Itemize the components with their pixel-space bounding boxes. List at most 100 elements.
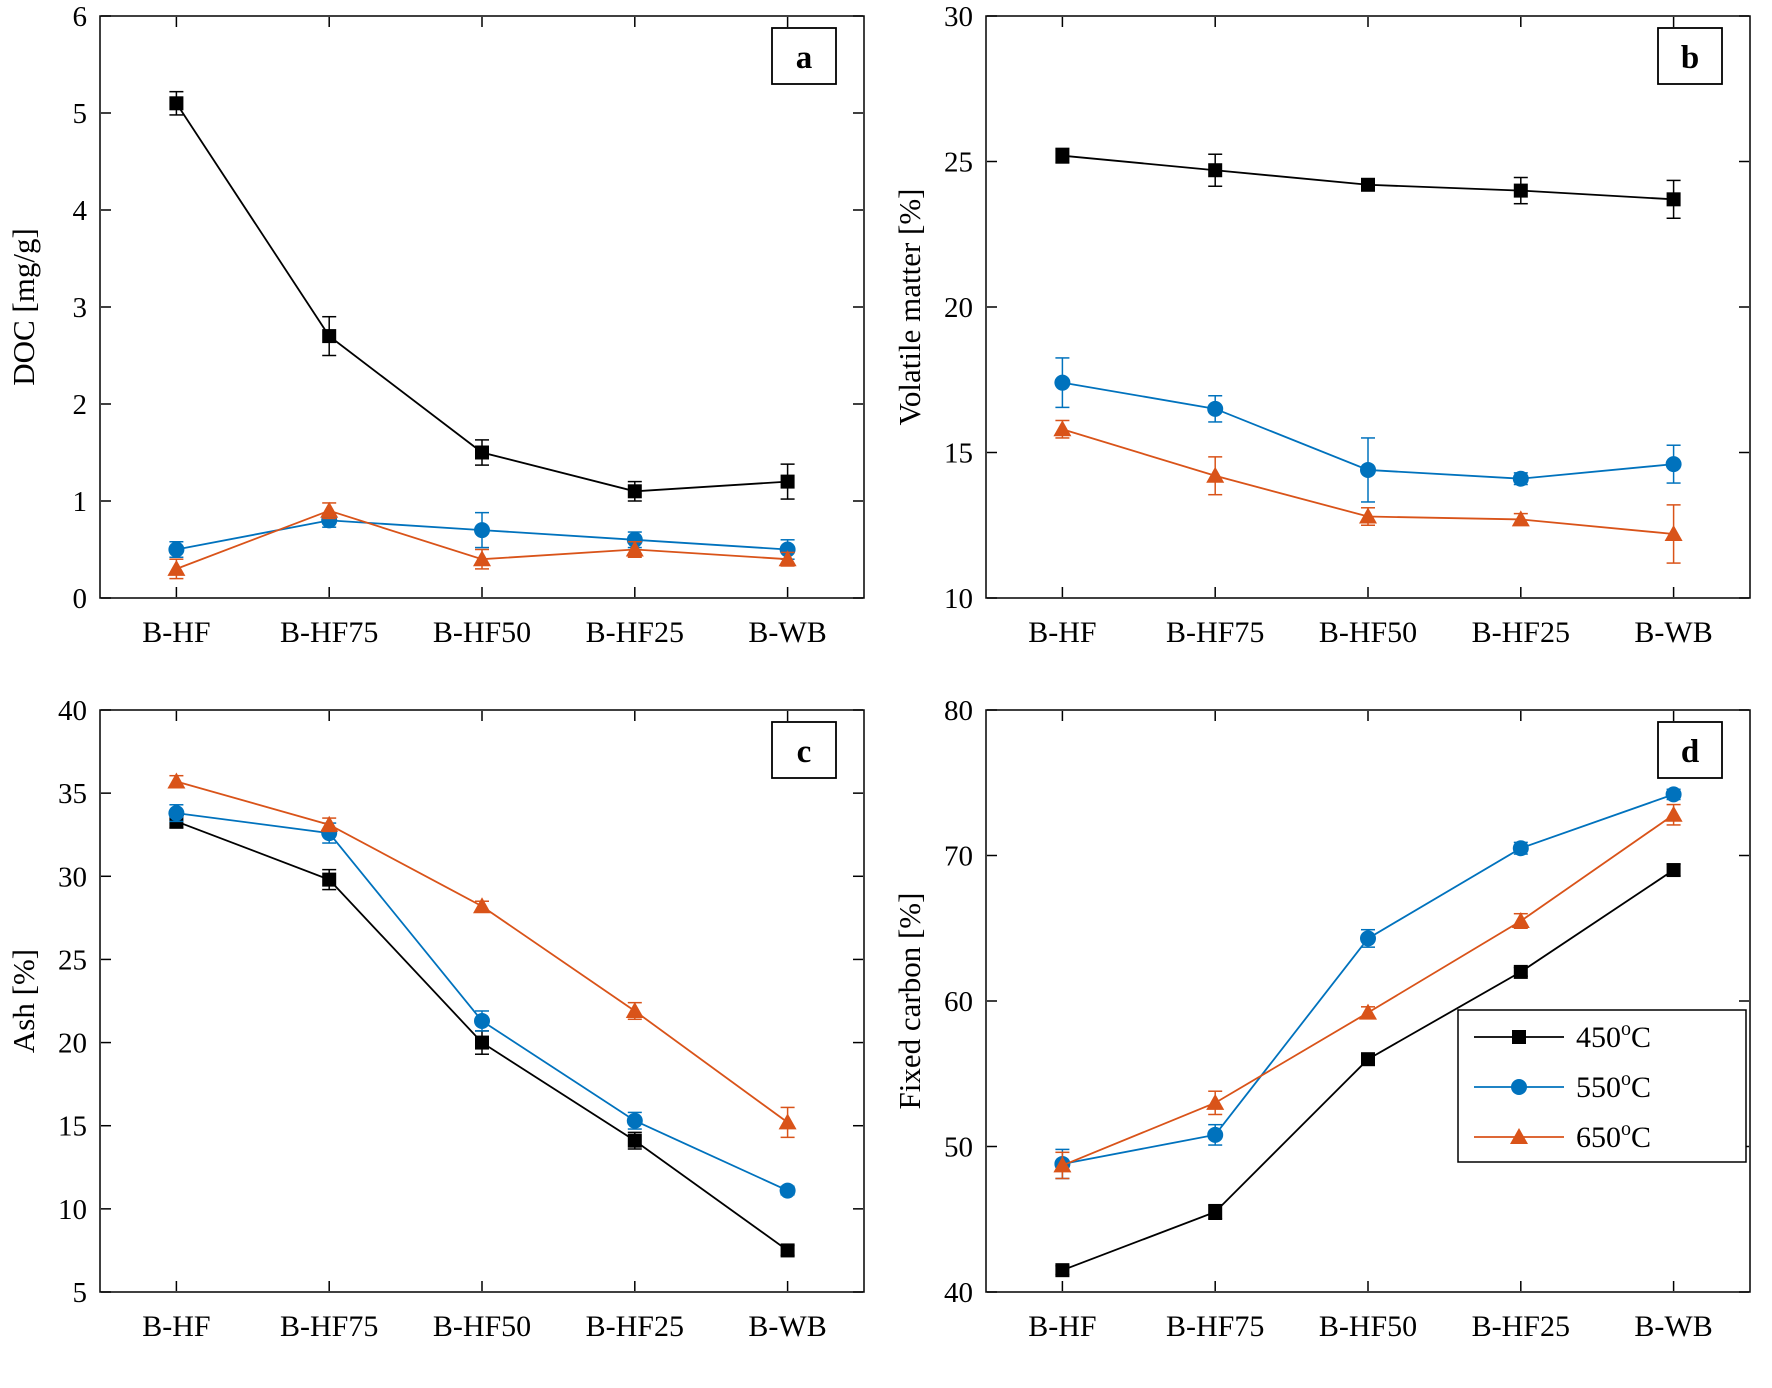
x-tick-label: B-HF25 [1472, 1310, 1570, 1343]
marker-circle-icon [474, 522, 490, 539]
marker-square-icon [1513, 964, 1528, 979]
y-tick-label: 30 [58, 861, 87, 893]
x-tick-label: B-HF50 [1319, 1310, 1417, 1343]
y-tick-label: 10 [944, 583, 973, 615]
marker-circle-icon [779, 1182, 796, 1199]
marker-square-icon [1512, 1030, 1526, 1044]
x-tick-label: B-WB [1634, 616, 1712, 649]
marker-circle-icon [1360, 930, 1376, 947]
y-tick-label: 10 [58, 1194, 87, 1226]
panel-b: 10 15 20 25 30 B-HF B-HF75 B-HF50 B-HF25 B-WB Vola… [886, 0, 1772, 694]
y-tick-label: 15 [944, 438, 973, 470]
panel-d-chart: 40 50 60 70 80 B-HF B-HF75 B-HF50 B-HF25 B-WB Fixe… [892, 695, 1751, 1343]
y-tick-label: 50 [944, 1132, 973, 1164]
panel-a-chart: 0 1 2 3 4 5 6 B-HF B-HF75 B-HF50 B-HF25 B-WB DOC [mg… [6, 1, 865, 649]
x-tick-label: B-WB [1634, 1310, 1712, 1343]
marker-circle-icon [1665, 786, 1682, 803]
x-tick-label: B-HF75 [280, 616, 378, 649]
marker-triangle-icon [1664, 805, 1683, 822]
y-tick-label: 80 [944, 695, 973, 727]
x-tick-label: B-HF [142, 616, 210, 649]
marker-circle-icon [1207, 400, 1224, 417]
axes-box [99, 709, 865, 1293]
marker-square-icon [1208, 163, 1223, 178]
y-tick-label: 40 [944, 1277, 973, 1309]
y-tick-label: 60 [944, 986, 973, 1018]
marker-square-icon [1361, 1052, 1375, 1067]
marker-square-icon [1055, 1263, 1070, 1278]
series-line [176, 780, 789, 1124]
panel-label-box [1657, 27, 1723, 85]
panel-b-chart: 10 15 20 25 30 B-HF B-HF75 B-HF50 B-HF25 B-WB Vola… [892, 1, 1751, 649]
marker-triangle-icon [1206, 1093, 1225, 1110]
marker-square-icon [322, 872, 337, 887]
y-tick-label: 30 [944, 1, 973, 33]
marker-circle-icon [626, 1112, 643, 1129]
x-tick-label: B-HF50 [433, 1310, 531, 1343]
marker-triangle-icon [1510, 1128, 1528, 1144]
x-tick-label: B-HF75 [1166, 616, 1264, 649]
marker-circle-icon [779, 541, 796, 558]
y-tick-label: 6 [73, 1, 88, 33]
y-tick-label: 3 [73, 292, 88, 324]
panel-label: b [1681, 40, 1699, 76]
panel-c: 5 10 15 20 25 30 35 40 B-HF B-HF75 B-HF50 B-HF25 B-W… [0, 694, 886, 1388]
marker-triangle-icon [1511, 911, 1530, 928]
marker-circle-icon [626, 531, 643, 548]
marker-triangle-icon [625, 540, 644, 557]
y-tick-label: 5 [73, 1277, 88, 1309]
y-tick-label: 1 [73, 486, 88, 518]
y-tick-label: 2 [73, 389, 88, 421]
y-tick-label: 5 [73, 98, 88, 130]
y-tick-label: 70 [944, 841, 973, 873]
marker-triangle-icon [1359, 507, 1377, 524]
y-tick-label: 0 [73, 583, 88, 615]
x-tick-label: B-HF50 [433, 616, 531, 649]
x-tick-label: B-WB [748, 1310, 826, 1343]
x-tick-label: B-HF75 [1166, 1310, 1264, 1343]
marker-circle-icon [1665, 456, 1682, 473]
marker-square-icon [475, 1035, 489, 1050]
legend-label: 450oC [1576, 1018, 1651, 1054]
marker-square-icon [627, 1133, 642, 1148]
legend-label: 650oC [1576, 1118, 1651, 1154]
marker-triangle-icon [167, 559, 186, 576]
x-tick-label: B-HF25 [586, 616, 684, 649]
panel-d: 40 50 60 70 80 B-HF B-HF75 B-HF50 B-HF25 B-WB Fixe… [886, 694, 1772, 1388]
panel-label: d [1681, 734, 1699, 770]
marker-square-icon [1055, 148, 1070, 163]
panel-label-box [771, 721, 837, 779]
marker-circle-icon [1360, 461, 1376, 478]
marker-triangle-icon [473, 897, 491, 914]
marker-square-icon [1666, 192, 1681, 207]
panel-label: a [796, 40, 813, 76]
marker-triangle-icon [320, 501, 339, 518]
x-tick-label: B-HF [1028, 1310, 1096, 1343]
x-tick-label: B-WB [748, 616, 826, 649]
marker-circle-icon [474, 1012, 490, 1029]
marker-square-icon [1513, 183, 1528, 198]
marker-square-icon [780, 474, 795, 489]
marker-circle-icon [1054, 374, 1071, 391]
marker-circle-icon [168, 541, 185, 558]
axes-box [985, 709, 1751, 1293]
series-line [176, 812, 788, 1192]
legend-label: 550oC [1576, 1068, 1651, 1104]
panel-label-box [771, 27, 837, 85]
y-tick-label: 25 [944, 147, 973, 179]
marker-triangle-icon [473, 550, 491, 567]
y-tick-label: 20 [58, 1028, 87, 1060]
y-tick-label: 35 [58, 778, 87, 810]
axes-box [99, 15, 865, 599]
marker-circle-icon [1512, 840, 1529, 857]
panel-label-box [1657, 721, 1723, 779]
y-tick-label: 40 [58, 695, 87, 727]
marker-circle-icon [168, 805, 185, 822]
y-axis-label: Volatile matter [%] [892, 188, 927, 425]
marker-square-icon [1361, 177, 1375, 192]
y-tick-label: 25 [58, 944, 87, 976]
panel-c-chart: 5 10 15 20 25 30 35 40 B-HF B-HF75 B-HF50 B-HF25 B-W… [6, 695, 865, 1343]
y-axis-label: DOC [mg/g] [6, 228, 41, 386]
marker-square-icon [169, 96, 184, 111]
